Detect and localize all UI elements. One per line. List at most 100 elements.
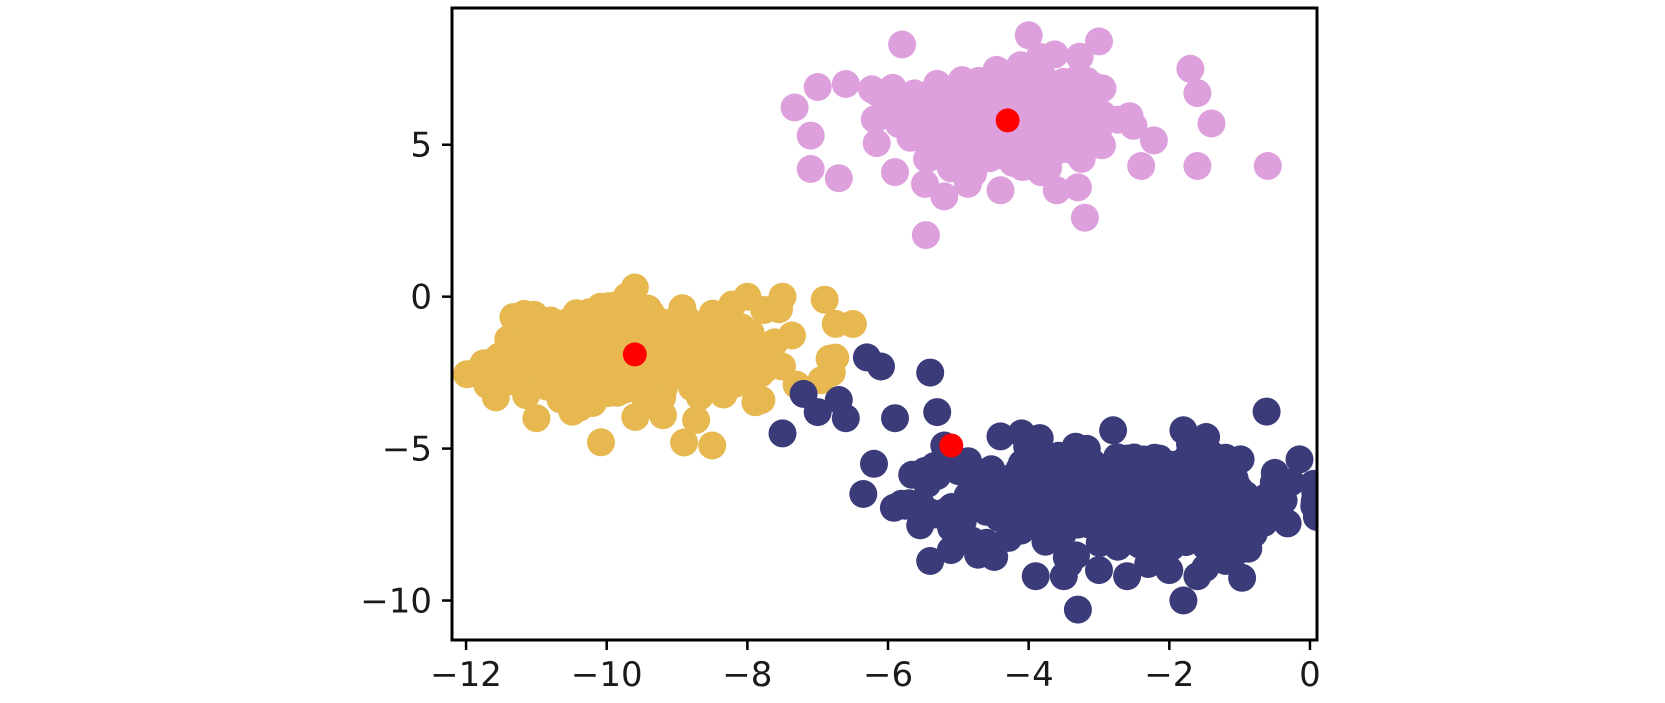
scatter-point <box>867 352 895 381</box>
scatter-point <box>1169 586 1198 615</box>
scatter-point <box>1252 397 1281 426</box>
scatter-point <box>895 489 924 518</box>
scatter-point <box>1211 443 1240 472</box>
scatter-point <box>1140 443 1169 472</box>
scatter-point <box>1169 416 1198 445</box>
scatter-point <box>1061 432 1090 461</box>
scatter-point <box>1183 79 1212 108</box>
centroid-point <box>939 433 964 458</box>
scatter-point <box>1019 482 1048 511</box>
scatter-point <box>1021 562 1050 591</box>
scatter-point <box>1197 109 1226 138</box>
scatter-point <box>916 547 945 575</box>
scatter-point <box>578 389 607 417</box>
scatter-point <box>900 79 929 108</box>
y-tick-label: 0 <box>410 278 432 318</box>
scatter-point <box>1007 419 1036 448</box>
scatter-point <box>1042 176 1071 205</box>
x-tick-label: −2 <box>1144 655 1194 695</box>
scatter-point <box>1253 152 1282 180</box>
scatter-point <box>824 164 853 193</box>
scatter-point <box>944 522 973 551</box>
scatter-point <box>780 93 809 122</box>
scatter-point <box>760 328 789 357</box>
scatter-point <box>768 419 797 448</box>
scatter-point <box>796 121 825 150</box>
scatter-point <box>1085 27 1113 56</box>
scatter-point <box>682 405 711 434</box>
scatter-point <box>587 428 615 457</box>
scatter-point <box>911 221 940 250</box>
x-axis: −12 −10 −8 −6 −4 −2 0 <box>430 640 1321 695</box>
scatter-point <box>944 457 973 486</box>
scatter-point <box>897 115 926 144</box>
scatter-point <box>831 70 860 98</box>
scatter-point <box>1104 105 1132 134</box>
scatter-point <box>499 303 528 332</box>
scatter-point <box>607 376 636 405</box>
centroid-point <box>622 342 647 367</box>
scatter-point <box>1063 595 1092 624</box>
scatter-point <box>1065 42 1094 71</box>
scatter-point <box>953 169 982 198</box>
scatter-point <box>1211 547 1240 575</box>
scatter-point <box>1014 21 1043 50</box>
scatter-point <box>1183 152 1212 180</box>
scatter-point <box>831 404 860 433</box>
scatter-point <box>948 66 976 95</box>
scatter-point <box>860 449 888 478</box>
scatter-point <box>1176 54 1205 83</box>
scatter-point <box>715 307 744 335</box>
scatter-point <box>985 80 1014 109</box>
scatter-point <box>662 322 691 351</box>
scatter-point <box>685 351 714 379</box>
scatter-point <box>522 404 551 433</box>
scatter-point <box>1062 541 1090 570</box>
scatter-point <box>888 30 917 59</box>
scatter-point <box>733 282 762 311</box>
scatter-point <box>916 358 945 387</box>
scatter-point <box>1113 562 1142 591</box>
scatter-point <box>1139 126 1168 155</box>
scatter-point <box>649 401 677 430</box>
scatter-point <box>796 155 825 183</box>
scatter-point <box>1267 483 1296 512</box>
scatter-point <box>1052 479 1081 508</box>
scatter-point <box>1099 416 1128 445</box>
scatter-point <box>881 404 909 433</box>
x-tick-label: −10 <box>571 655 643 695</box>
y-axis: 5 0 −5 −10 <box>360 126 452 622</box>
scatter-point <box>940 149 969 178</box>
scatter-point <box>1239 519 1268 548</box>
scatter-point <box>494 325 523 354</box>
y-tick-label: −10 <box>360 582 432 622</box>
scatter-point <box>1082 480 1111 509</box>
scatter-point <box>1085 556 1113 585</box>
scatter-point <box>923 461 952 490</box>
x-tick-label: −4 <box>1004 655 1054 695</box>
centroid-point <box>995 108 1020 133</box>
scatter-point <box>1063 173 1092 202</box>
scatter-point <box>1173 442 1202 471</box>
y-tick-label: −5 <box>382 430 432 470</box>
scatter-point <box>1088 131 1116 160</box>
scatter-point <box>550 346 579 375</box>
scatter-point <box>620 273 649 302</box>
scatter-point <box>473 370 502 399</box>
x-tick-label: 0 <box>1299 655 1321 695</box>
scatter-point <box>810 285 839 314</box>
scatter-point <box>1175 481 1204 510</box>
scatter-point <box>623 305 652 334</box>
points-layer <box>453 21 1317 624</box>
scatter-point <box>849 480 878 508</box>
scatter-point <box>999 148 1027 177</box>
scatter-point <box>529 358 558 387</box>
scatter-point <box>747 386 776 414</box>
scatter-point <box>922 100 951 129</box>
scatter-point <box>1055 89 1084 118</box>
scatter-point <box>838 310 867 338</box>
scatter-point <box>930 182 959 211</box>
scatter-point <box>1195 505 1224 534</box>
scatter-point <box>1019 452 1047 481</box>
